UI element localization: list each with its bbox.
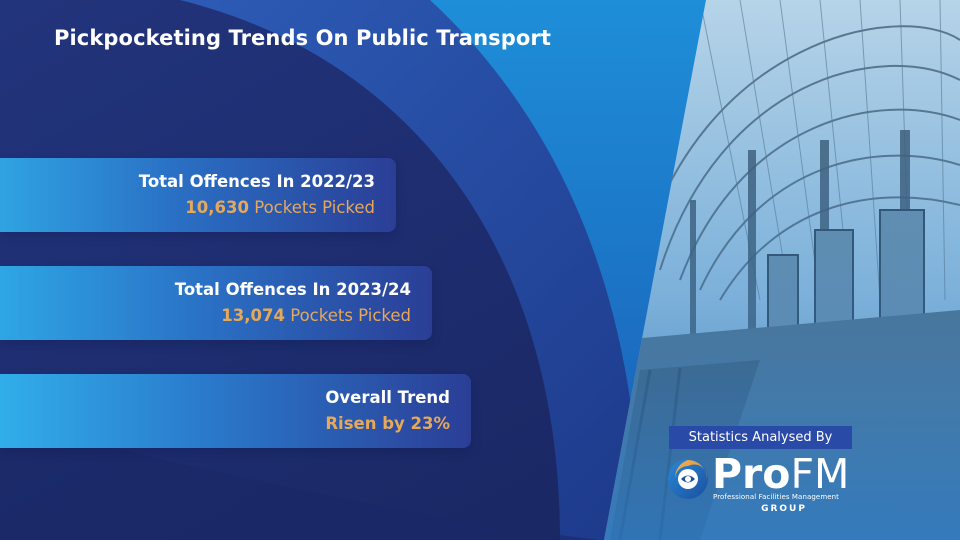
stat-suffix: Pockets Picked [254, 197, 375, 217]
logo-fm: FM [790, 450, 850, 498]
stat-heading: Total Offences In 2023/24 [174, 279, 411, 299]
analysed-by-badge: Statistics Analysed By [669, 426, 852, 449]
stat-card-overall-trend: Overall Trend Risen by 23% [0, 374, 471, 448]
stat-value: 10,630 Pockets Picked [185, 196, 375, 220]
stat-value: Risen by 23% [325, 412, 450, 436]
stat-suffix: Pockets Picked [290, 305, 411, 325]
stat-heading: Overall Trend [325, 387, 450, 407]
logo-group: GROUP [761, 504, 807, 514]
profm-swirl-icon [668, 459, 708, 499]
logo-tagline: Professional Facilities Management [713, 493, 840, 501]
stat-number: 13,074 [221, 305, 285, 325]
stat-value: 13,074 Pockets Picked [221, 304, 411, 328]
profm-logo-wordmark: ProFM [712, 450, 849, 498]
page-title: Pickpocketing Trends On Public Transport [54, 26, 551, 50]
trend-value: Risen by 23% [325, 413, 450, 433]
stat-card-2022-23: Total Offences In 2022/23 10,630 Pockets… [0, 158, 396, 232]
logo-pro: Pro [712, 450, 791, 498]
stat-card-2023-24: Total Offences In 2023/24 13,074 Pockets… [0, 266, 432, 340]
stat-heading: Total Offences In 2022/23 [138, 171, 375, 191]
stat-number: 10,630 [185, 197, 249, 217]
